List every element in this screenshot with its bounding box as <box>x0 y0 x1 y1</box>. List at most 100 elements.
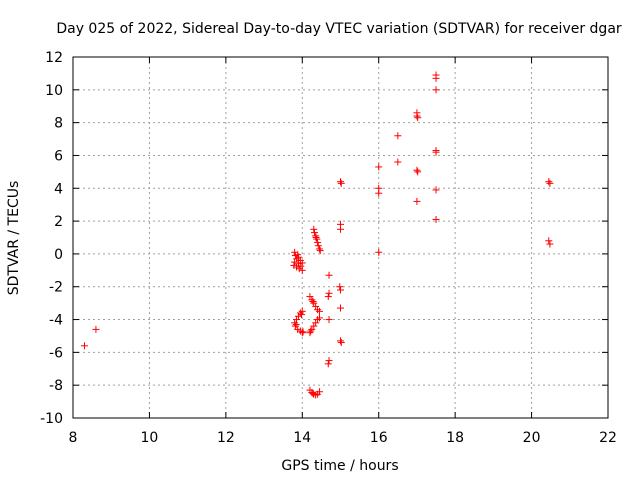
data-point <box>315 388 323 396</box>
data-point <box>316 247 324 255</box>
data-point <box>291 319 299 327</box>
data-point <box>298 266 306 274</box>
data-point <box>414 114 422 122</box>
x-tick-label: 12 <box>217 430 235 446</box>
data-point <box>298 329 306 337</box>
data-point <box>324 293 332 301</box>
data-point <box>414 168 422 176</box>
data-point <box>298 307 306 315</box>
data-point <box>337 179 345 187</box>
y-tick-label: 8 <box>54 116 63 132</box>
data-point <box>313 235 321 243</box>
grid-lines <box>73 57 608 418</box>
data-point <box>545 178 553 186</box>
axis-ticks: 8 10 12 14 16 18 20 22 -10 -8 -6 -4 -2 0 2 4 6 8 10 12 <box>40 50 617 446</box>
data-point <box>413 112 421 120</box>
data-point <box>336 283 344 291</box>
x-tick-label: 22 <box>599 430 617 446</box>
data-point <box>308 296 316 304</box>
data-point <box>337 178 344 186</box>
y-tick-label: 6 <box>54 148 63 164</box>
plot-frame <box>72 56 609 419</box>
x-tick-label: 16 <box>370 430 388 446</box>
data-point <box>315 245 323 253</box>
data-point <box>545 237 553 245</box>
data-point <box>413 166 421 174</box>
x-tick-label: 20 <box>523 430 541 446</box>
data-point <box>306 293 314 301</box>
data-point <box>375 189 383 197</box>
data-point <box>337 304 344 312</box>
y-tick-label: -10 <box>40 411 63 427</box>
y-tick-label: -4 <box>49 313 63 329</box>
data-point <box>432 86 440 94</box>
data-point <box>308 325 316 333</box>
data-point <box>309 297 317 305</box>
data-point <box>310 322 318 330</box>
data-point <box>294 312 302 320</box>
data-point <box>325 357 333 365</box>
y-tick-label: -6 <box>49 345 63 361</box>
data-point <box>325 289 333 297</box>
data-point <box>309 389 317 397</box>
data-point <box>546 240 554 248</box>
x-axis-label: GPS time / hours <box>281 458 398 474</box>
data-point <box>306 329 314 337</box>
data-point <box>310 225 318 233</box>
data-point <box>307 327 315 335</box>
data-point <box>293 255 301 263</box>
data-point <box>337 286 344 294</box>
data-point <box>314 238 322 246</box>
y-tick-label: 12 <box>45 50 63 66</box>
y-tick-label: -2 <box>49 280 63 296</box>
data-point <box>432 186 440 194</box>
data-point <box>315 314 323 322</box>
data-point <box>432 215 440 223</box>
data-point <box>92 325 100 333</box>
y-tick-label: 2 <box>54 214 63 230</box>
data-point <box>375 163 383 171</box>
data-point <box>324 360 332 368</box>
y-axis-label: SDTVAR / TECUs <box>6 181 22 296</box>
data-point <box>337 339 345 347</box>
x-tick-label: 14 <box>293 430 311 446</box>
chart-title: Day 025 of 2022, Sidereal Day-to-day VTE… <box>56 21 622 37</box>
data-point <box>312 234 320 241</box>
data-point <box>314 306 322 314</box>
data-point <box>298 259 306 267</box>
data-point <box>546 179 554 187</box>
data-point <box>432 74 440 82</box>
data-point <box>413 197 421 205</box>
data-point <box>394 132 402 140</box>
data-point <box>312 319 320 327</box>
x-tick-label: 8 <box>69 430 78 446</box>
data-point <box>311 229 319 237</box>
data-point <box>394 158 402 166</box>
y-tick-label: 0 <box>54 247 63 263</box>
data-point <box>80 342 88 350</box>
data-point <box>325 316 333 324</box>
data-point <box>337 337 344 345</box>
data-point <box>315 307 323 315</box>
data-points <box>80 71 554 399</box>
data-point <box>299 328 307 336</box>
data-point <box>325 271 333 279</box>
y-tick-label: 4 <box>54 181 63 197</box>
data-point <box>432 148 440 156</box>
data-point <box>297 262 305 270</box>
y-tick-label: -8 <box>49 378 63 394</box>
data-point <box>296 309 304 317</box>
data-point <box>298 311 306 319</box>
data-point <box>337 225 344 233</box>
y-tick-label: 10 <box>45 83 63 99</box>
x-tick-label: 10 <box>141 430 159 446</box>
data-point <box>310 299 318 307</box>
data-point <box>291 258 299 266</box>
data-point <box>375 248 383 256</box>
data-point <box>294 251 302 259</box>
data-point <box>292 320 300 328</box>
data-point <box>314 316 322 324</box>
x-tick-label: 18 <box>446 430 464 446</box>
data-point <box>314 242 322 250</box>
